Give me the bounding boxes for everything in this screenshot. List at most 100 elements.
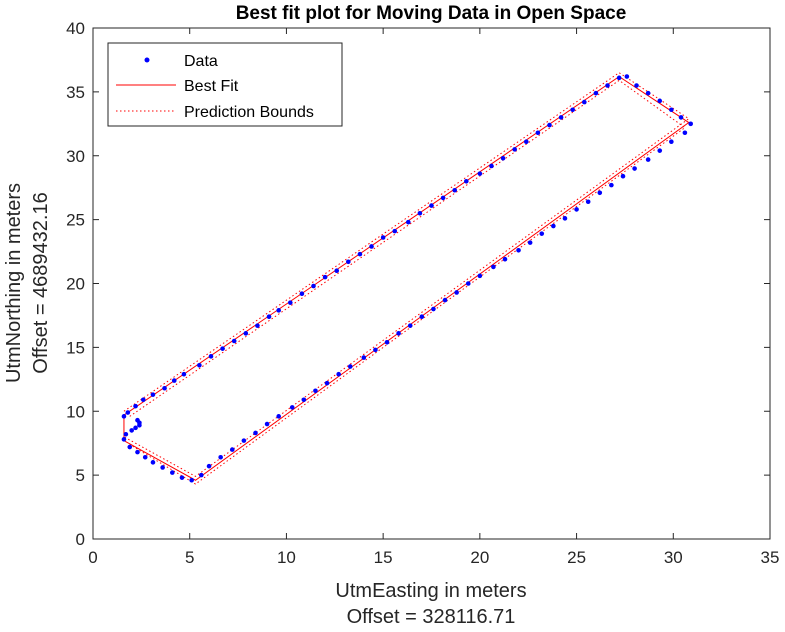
data-point <box>491 264 496 270</box>
data-point <box>634 83 639 88</box>
data-point <box>311 283 316 289</box>
y-tick-label: 20 <box>66 275 85 294</box>
data-point <box>133 425 138 431</box>
data-point <box>150 460 156 465</box>
data-point <box>396 331 401 336</box>
data-point <box>301 397 307 403</box>
data-point <box>334 268 340 274</box>
data-point <box>140 397 146 403</box>
data-point <box>276 414 281 419</box>
data-point <box>678 115 684 120</box>
data-point <box>229 447 235 452</box>
series-layer <box>121 72 693 485</box>
data-point <box>551 223 556 229</box>
data-point <box>582 99 587 105</box>
y-axis-offset-label: Offset = 4689432.16 <box>30 192 52 373</box>
legend-label-prediction-bounds: Prediction Bounds <box>184 104 314 121</box>
data-point <box>208 354 214 359</box>
data-point <box>129 428 134 433</box>
x-tick-label: 35 <box>761 548 780 567</box>
data-point <box>616 75 622 81</box>
data-point <box>121 414 127 419</box>
data-point <box>477 273 483 279</box>
data-point <box>440 195 446 201</box>
data-point <box>597 190 603 196</box>
data-point <box>431 306 436 312</box>
data-point <box>121 437 127 442</box>
data-point <box>276 308 281 313</box>
data-point <box>527 240 533 245</box>
data-point <box>218 454 223 460</box>
data-point <box>197 362 202 368</box>
data-point <box>125 410 131 415</box>
data-point <box>562 216 568 221</box>
y-tick-label: 25 <box>66 211 85 230</box>
data-point <box>171 378 177 383</box>
data-point <box>160 465 165 470</box>
data-point <box>547 122 552 128</box>
data-point <box>605 83 610 88</box>
data-point <box>241 438 247 443</box>
data-point <box>266 314 272 320</box>
data-point <box>361 355 367 360</box>
data-point <box>380 235 386 240</box>
data-point <box>500 156 506 161</box>
data-point <box>199 472 204 478</box>
data-point <box>502 256 508 262</box>
y-tick-label: 15 <box>66 338 85 357</box>
data-point <box>688 121 693 127</box>
data-point <box>253 430 258 436</box>
legend-marker-data <box>144 57 150 63</box>
data-point <box>669 139 674 144</box>
x-tick-label: 5 <box>185 548 194 567</box>
x-axis-label: UtmEasting in meters <box>335 580 526 602</box>
data-point <box>220 346 225 351</box>
chart-title: Best fit plot for Moving Data in Open Sp… <box>236 3 627 24</box>
data-point <box>322 274 328 280</box>
x-tick-label: 20 <box>470 548 489 567</box>
data-point <box>535 130 541 136</box>
data-point <box>442 297 448 303</box>
data-point <box>123 431 129 437</box>
legend-label-data: Data <box>184 53 218 70</box>
data-point <box>133 403 138 409</box>
y-tick-label: 30 <box>66 147 85 166</box>
data-point <box>135 449 140 455</box>
data-point <box>127 444 133 450</box>
data-point <box>512 147 517 152</box>
data-point <box>417 210 423 216</box>
data-point <box>264 421 270 427</box>
data-point <box>369 244 374 249</box>
data-point <box>609 182 614 188</box>
data-point <box>255 323 260 328</box>
y-tick-label: 40 <box>66 19 85 38</box>
data-point <box>657 98 663 104</box>
data-point <box>593 90 599 96</box>
data-point <box>313 388 318 394</box>
data-point <box>585 199 591 205</box>
data-point <box>429 203 434 208</box>
y-tick-label: 0 <box>76 530 85 549</box>
data-point <box>189 477 194 483</box>
data-point <box>645 90 651 96</box>
data-point <box>179 475 185 480</box>
data-point <box>477 171 483 176</box>
data-point <box>570 107 576 113</box>
x-axis-offset-label: Offset = 328116.71 <box>347 606 516 628</box>
data-point <box>181 371 187 377</box>
y-tick-label: 35 <box>66 83 85 102</box>
data-point <box>150 392 156 397</box>
data-point <box>373 347 378 353</box>
data-point <box>142 454 148 460</box>
data-point <box>574 207 579 212</box>
legend-label-best-fit: Best Fit <box>184 78 239 95</box>
y-tick-label: 5 <box>76 466 85 485</box>
data-point <box>516 247 521 253</box>
data-point <box>299 291 305 297</box>
data-point <box>489 163 494 169</box>
data-point <box>336 371 341 377</box>
x-tick-label: 25 <box>567 548 586 567</box>
legend: Data Best Fit Prediction Bounds <box>107 42 343 127</box>
data-point <box>558 115 564 120</box>
data-point <box>464 179 469 184</box>
